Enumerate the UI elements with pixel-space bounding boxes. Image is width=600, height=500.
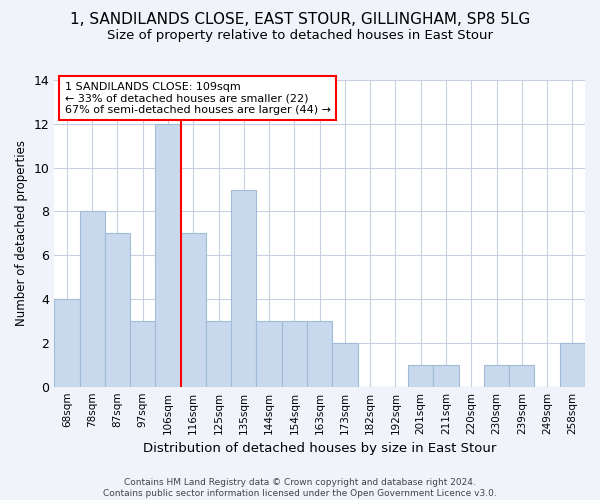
- Bar: [560, 343, 585, 386]
- X-axis label: Distribution of detached houses by size in East Stour: Distribution of detached houses by size …: [143, 442, 496, 455]
- Text: Size of property relative to detached houses in East Stour: Size of property relative to detached ho…: [107, 29, 493, 42]
- Bar: [484, 365, 509, 386]
- Bar: [307, 321, 332, 386]
- Bar: [206, 321, 231, 386]
- Bar: [130, 321, 155, 386]
- Bar: [181, 234, 206, 386]
- Bar: [433, 365, 458, 386]
- Y-axis label: Number of detached properties: Number of detached properties: [15, 140, 28, 326]
- Bar: [105, 234, 130, 386]
- Bar: [54, 299, 80, 386]
- Text: Contains HM Land Registry data © Crown copyright and database right 2024.
Contai: Contains HM Land Registry data © Crown c…: [103, 478, 497, 498]
- Bar: [155, 124, 181, 386]
- Text: 1, SANDILANDS CLOSE, EAST STOUR, GILLINGHAM, SP8 5LG: 1, SANDILANDS CLOSE, EAST STOUR, GILLING…: [70, 12, 530, 28]
- Bar: [282, 321, 307, 386]
- Bar: [332, 343, 358, 386]
- Bar: [509, 365, 535, 386]
- Text: 1 SANDILANDS CLOSE: 109sqm
← 33% of detached houses are smaller (22)
67% of semi: 1 SANDILANDS CLOSE: 109sqm ← 33% of deta…: [65, 82, 331, 114]
- Bar: [256, 321, 282, 386]
- Bar: [231, 190, 256, 386]
- Bar: [80, 212, 105, 386]
- Bar: [408, 365, 433, 386]
